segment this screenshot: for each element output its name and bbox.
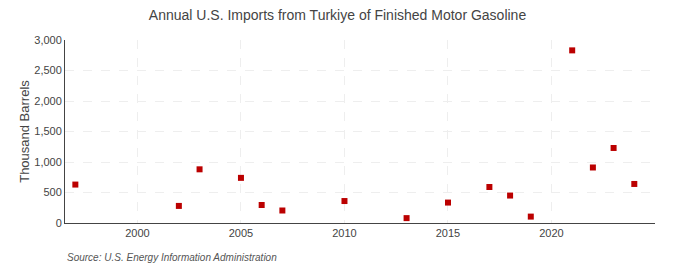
svg-text:2005: 2005 <box>229 227 253 239</box>
svg-text:2,000: 2,000 <box>34 95 62 107</box>
svg-text:2,500: 2,500 <box>34 64 62 76</box>
svg-text:2020: 2020 <box>539 227 563 239</box>
svg-text:1,500: 1,500 <box>34 125 62 137</box>
svg-text:Thousand Barrels: Thousand Barrels <box>17 80 32 183</box>
svg-text:2010: 2010 <box>332 227 356 239</box>
svg-text:1,000: 1,000 <box>34 156 62 168</box>
svg-text:Source: U.S. Energy Informatio: Source: U.S. Energy Information Administ… <box>67 252 277 263</box>
svg-text:Annual U.S. Imports from Turki: Annual U.S. Imports from Turkiye of Fini… <box>149 7 527 23</box>
svg-text:2015: 2015 <box>436 227 460 239</box>
svg-text:2000: 2000 <box>125 227 149 239</box>
svg-text:500: 500 <box>43 186 61 198</box>
svg-text:3,000: 3,000 <box>34 34 62 46</box>
svg-text:0: 0 <box>56 217 62 229</box>
